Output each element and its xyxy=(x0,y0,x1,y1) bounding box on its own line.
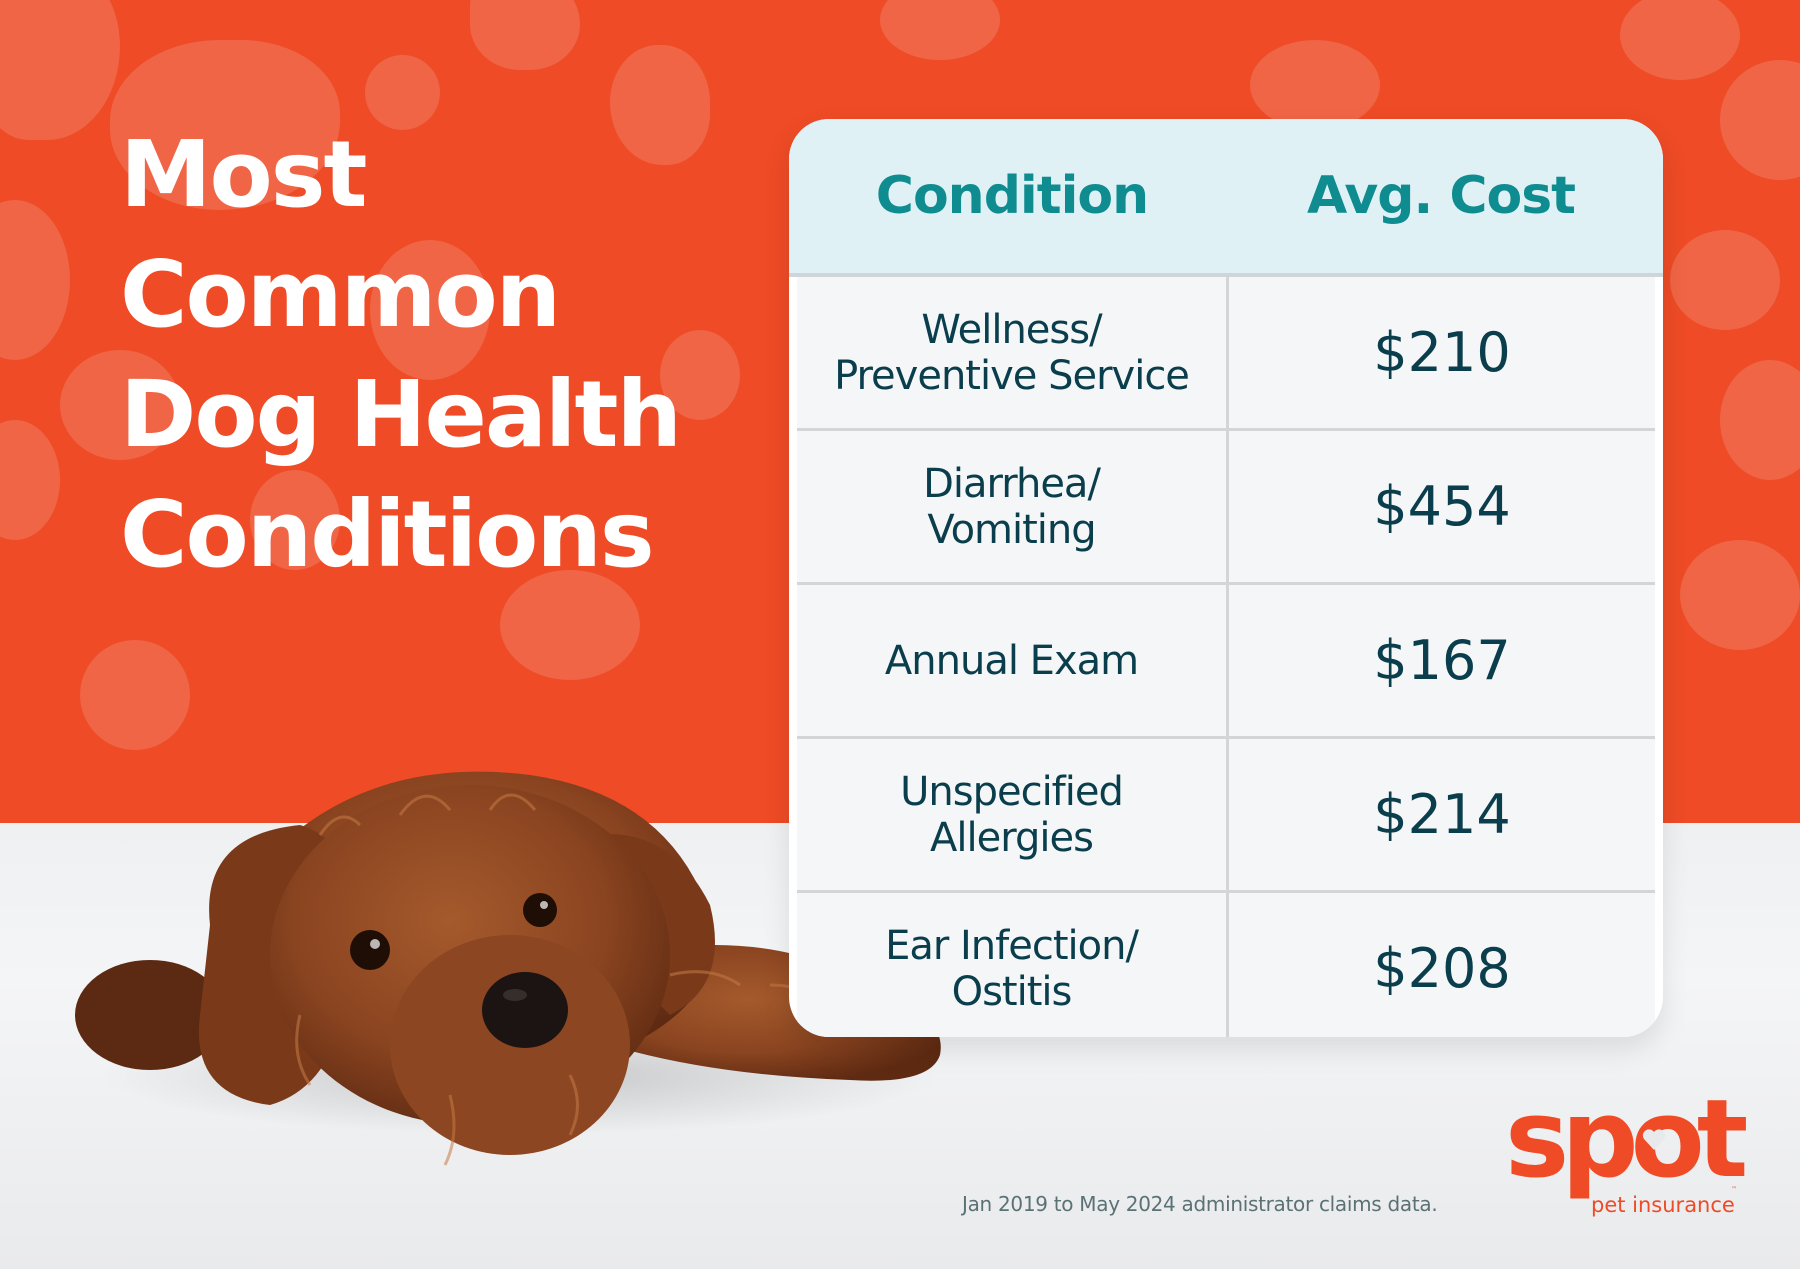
condition-text: Diarrhea/ Vomiting xyxy=(923,460,1101,553)
spot-pattern xyxy=(500,570,640,680)
spot-pattern xyxy=(1670,230,1780,330)
spot-pattern xyxy=(880,0,1000,60)
condition-cell: Ear Infection/ Ostitis xyxy=(797,893,1229,1037)
cost-cell: $167 xyxy=(1229,585,1655,736)
spot-pattern xyxy=(1250,40,1380,130)
spot-pattern xyxy=(80,640,190,750)
spot-pattern xyxy=(250,470,340,570)
title-line: Conditions xyxy=(120,481,655,588)
trademark-symbol: ™ xyxy=(1731,1186,1737,1193)
page-title: Most Common Dog Health Conditions xyxy=(120,115,682,595)
spot-pattern xyxy=(0,0,120,140)
cost-cell: $210 xyxy=(1229,277,1655,428)
column-header-condition: Condition xyxy=(875,166,1149,226)
table-body: Wellness/ Preventive Service $210 Diarrh… xyxy=(797,277,1655,1037)
table-row: Diarrhea/ Vomiting $454 xyxy=(797,428,1655,582)
conditions-table: Condition Avg. Cost Wellness/ Preventive… xyxy=(789,119,1663,1037)
spot-pattern xyxy=(1720,360,1800,480)
title-line: Dog Health xyxy=(120,361,682,468)
title-line: Most xyxy=(120,121,367,228)
spot-pattern xyxy=(610,45,710,165)
condition-cell: Unspecified Allergies xyxy=(797,739,1229,890)
table-row: Wellness/ Preventive Service $210 xyxy=(797,277,1655,428)
table-header: Condition Avg. Cost xyxy=(789,119,1663,277)
spot-pattern xyxy=(660,330,740,420)
condition-text: Ear Infection/ Ostitis xyxy=(885,922,1139,1015)
spot-pattern xyxy=(110,40,340,210)
cost-cell: $208 xyxy=(1229,893,1655,1037)
spot-pattern xyxy=(1680,540,1800,650)
spot-pattern xyxy=(0,420,60,540)
spot-pattern xyxy=(365,55,440,130)
spot-logo: spot pet insurance ™ xyxy=(1505,1086,1748,1223)
logo-wordmark: spot xyxy=(1505,1077,1748,1202)
heart-icon xyxy=(1642,1129,1666,1150)
logo-subtitle: pet insurance xyxy=(1591,1193,1735,1217)
spot-pattern xyxy=(1720,60,1800,180)
condition-cell: Wellness/ Preventive Service xyxy=(797,277,1229,428)
table-row: Ear Infection/ Ostitis $208 xyxy=(797,890,1655,1037)
spot-pattern xyxy=(0,200,70,360)
spot-pattern xyxy=(470,0,580,70)
cost-cell: $454 xyxy=(1229,431,1655,582)
data-source-footnote: Jan 2019 to May 2024 administrator claim… xyxy=(962,1192,1438,1216)
column-header-avg-cost: Avg. Cost xyxy=(1306,166,1576,226)
condition-text: Unspecified Allergies xyxy=(900,768,1124,861)
table-row: Unspecified Allergies $214 xyxy=(797,736,1655,890)
spot-pattern xyxy=(60,350,180,460)
bottom-edge xyxy=(0,1269,1800,1273)
title-line: Common xyxy=(120,241,561,348)
condition-cell: Diarrhea/ Vomiting xyxy=(797,431,1229,582)
table-row: Annual Exam $167 xyxy=(797,582,1655,736)
condition-cell: Annual Exam xyxy=(797,585,1229,736)
spot-pattern xyxy=(370,240,490,380)
cost-cell: $214 xyxy=(1229,739,1655,890)
condition-text: Wellness/ Preventive Service xyxy=(834,306,1190,399)
spot-pattern xyxy=(1620,0,1740,80)
condition-text: Annual Exam xyxy=(884,637,1139,684)
